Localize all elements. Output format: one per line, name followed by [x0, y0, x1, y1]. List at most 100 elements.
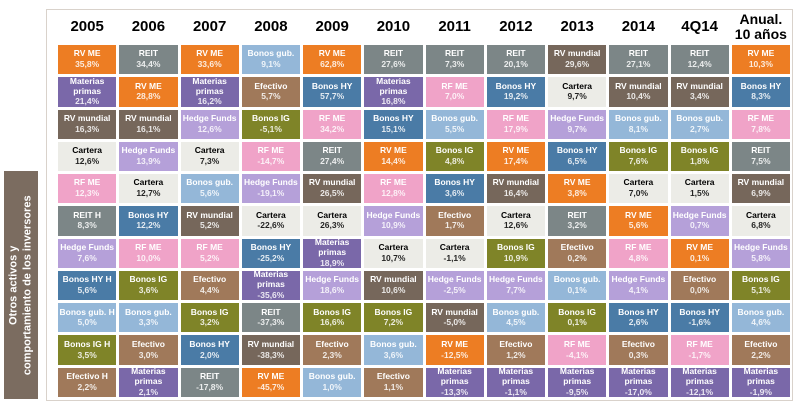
return-cell: Hedge Funds -19,1%: [241, 174, 300, 204]
return-cell: Hedge Funds 7,7%: [486, 270, 545, 301]
asset-value: 3,8%: [567, 188, 587, 199]
return-cell: Bonos IG 5,1%: [731, 270, 790, 301]
return-cell: Bonos IG 0,1%: [548, 303, 607, 333]
asset-value: 7,0%: [628, 188, 649, 199]
asset-label: REIT: [261, 306, 281, 317]
asset-label: RV mundial: [737, 177, 785, 188]
asset-label: Efectivo: [193, 274, 227, 285]
asset-value: 5,6%: [77, 285, 97, 296]
asset-value: 33,6%: [197, 59, 222, 70]
asset-value: -45,7%: [257, 381, 285, 392]
asset-label: Cartera: [378, 242, 409, 252]
asset-label: Efectivo: [621, 338, 655, 349]
asset-value: 5,2%: [199, 252, 220, 263]
return-cell: Materias primas -1,9%: [731, 367, 790, 397]
asset-label: Efectivo: [499, 338, 533, 349]
year-header: 2011: [438, 18, 471, 36]
asset-label: RV ME: [73, 48, 101, 59]
asset-value: 2,0%: [199, 349, 220, 360]
asset-label: RV mundial: [186, 209, 233, 220]
asset-label: Efectivo: [131, 338, 165, 349]
year-header: 4Q14: [681, 18, 718, 36]
asset-value: 2,2%: [77, 381, 97, 392]
return-cell: Materias primas -17,0%: [609, 367, 668, 397]
asset-label: Materias primas: [376, 77, 411, 96]
asset-label: Bonos HY: [128, 209, 169, 220]
return-cell: Hedge Funds -2,5%: [425, 270, 484, 301]
asset-label: Efectivo: [560, 242, 594, 252]
asset-label: Bonos gub.: [676, 112, 723, 123]
asset-label: Bonos IG: [680, 145, 719, 156]
asset-value: 10,4%: [626, 91, 651, 102]
asset-label: RV ME: [747, 48, 775, 59]
return-cell: Bonos IG -5,1%: [241, 109, 300, 139]
return-cell: RV ME 28,8%: [119, 77, 178, 107]
asset-label: RV ME: [257, 371, 285, 382]
asset-value: -1,7%: [688, 349, 711, 360]
asset-label: Bonos IG: [619, 145, 658, 156]
return-cell: RF ME 10,0%: [119, 238, 178, 268]
asset-value: 16,2%: [197, 96, 222, 107]
asset-label: REIT: [751, 145, 771, 156]
asset-value: 0,1%: [689, 252, 710, 263]
asset-value: 4,8%: [444, 155, 465, 166]
return-cell: RF ME 4,8%: [609, 238, 668, 268]
asset-value: 8,3%: [751, 91, 771, 102]
asset-label: Hedge Funds: [488, 274, 543, 285]
return-cell: Bonos HY 15,1%: [364, 109, 423, 139]
asset-value: 7,8%: [751, 123, 771, 134]
return-cell: Materias primas 18,9%: [303, 238, 362, 268]
return-cell: Materias primas -1,1%: [486, 367, 545, 397]
asset-value: -35,6%: [257, 289, 285, 300]
returns-quilt-chart: 2005 RV ME 35,8% Materias primas 21,4% RV mun…: [46, 9, 793, 401]
asset-value: 5,7%: [261, 91, 281, 102]
asset-label: Efectivo: [315, 338, 349, 349]
asset-value: 21,4%: [75, 96, 100, 107]
return-cell: Efectivo 2,2%: [731, 335, 790, 365]
return-cell: Bonos HY 2,6%: [609, 303, 668, 333]
return-cell: Materias primas -9,5%: [548, 367, 607, 397]
asset-value: -5,0%: [443, 317, 466, 328]
asset-value: 0,1%: [567, 317, 587, 328]
asset-label: RV mundial: [676, 80, 723, 91]
return-cell: Cartera 12,7%: [119, 174, 178, 204]
asset-value: 14,4%: [381, 155, 406, 166]
asset-label: Bonos IG: [313, 306, 352, 317]
asset-value: 57,7%: [320, 91, 345, 102]
asset-label: RF ME: [196, 242, 223, 252]
asset-value: 3,2%: [199, 317, 220, 328]
return-cell: RV mundial 5,2%: [180, 206, 239, 236]
return-cell: RV mundial 29,6%: [548, 45, 607, 75]
asset-value: 5,6%: [199, 188, 220, 199]
return-cell: RF ME 17,9%: [486, 109, 545, 139]
asset-label: Materias primas: [314, 238, 350, 257]
asset-value: 8,3%: [77, 220, 97, 231]
return-cell: Bonos HY 19,2%: [486, 77, 545, 107]
asset-value: 7,2%: [383, 317, 404, 328]
asset-label: Efectivo H: [66, 371, 108, 382]
return-cell: Bonos IG 3,6%: [119, 270, 178, 301]
year-header: 2010: [376, 18, 411, 36]
return-cell: RV ME 62,8%: [303, 45, 362, 75]
return-cell: Efectivo 1,2%: [486, 335, 545, 365]
asset-label: Cartera: [133, 177, 164, 188]
asset-label: Bonos IG: [374, 306, 413, 317]
asset-value: 1,2%: [506, 349, 526, 360]
year-header: 2009: [315, 18, 349, 36]
return-cell: RV ME 3,8%: [548, 174, 607, 204]
asset-value: -1,6%: [688, 317, 711, 328]
return-cell: Hedge Funds 5,8%: [731, 238, 790, 268]
return-cell: Bonos HY 12,2%: [119, 206, 178, 236]
year-header: 2008: [254, 18, 288, 36]
asset-label: Cartera: [684, 177, 715, 188]
asset-value: 7,0%: [444, 91, 465, 102]
asset-label: Cartera: [623, 177, 654, 188]
return-cell: Bonos gub. 2,7%: [670, 109, 729, 139]
asset-value: -1,1%: [443, 252, 466, 263]
return-cell: REIT -17,8%: [180, 367, 239, 397]
return-cell: RV mundial 16,1%: [119, 109, 178, 139]
asset-value: 0,1%: [567, 285, 587, 296]
asset-label: RV ME: [318, 48, 346, 59]
asset-label: RV mundial: [125, 112, 172, 123]
asset-value: -14,7%: [257, 155, 285, 166]
